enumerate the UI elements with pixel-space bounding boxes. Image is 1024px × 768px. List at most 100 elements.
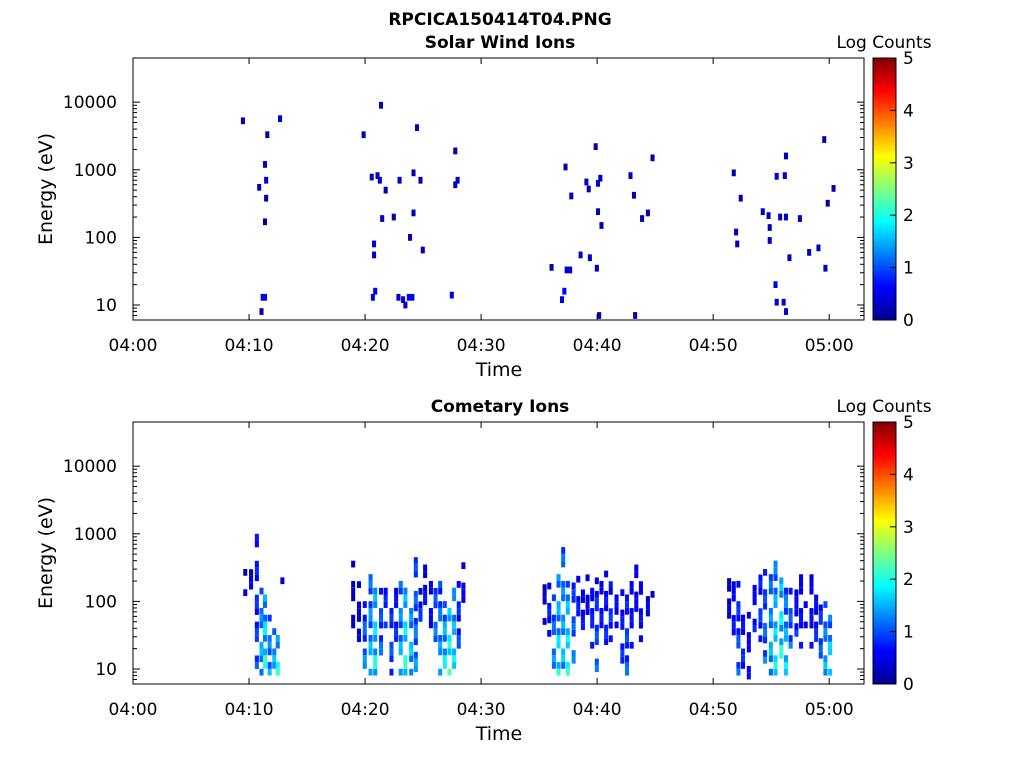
heatmap-cell [731,628,736,636]
heatmap-cell [788,621,793,629]
heatmap-cell [783,634,788,642]
heatmap-cell [413,557,418,564]
heatmap-cell [608,588,613,595]
heatmap-cell [275,641,280,649]
heatmap-cell [272,628,277,635]
x-tick-label: 04:10 [225,336,274,356]
heatmap-cell [380,215,385,222]
heatmap-cell [456,614,461,622]
heatmap-cell [264,176,269,184]
heatmap-cell [823,264,828,272]
heatmap-cell [262,634,268,642]
heatmap-cell [383,621,388,629]
heatmap-cell [580,609,585,617]
heatmap-cell [452,594,457,602]
heatmap-cell [768,641,773,649]
heatmap-cell [571,596,576,603]
heatmap-cell [442,655,447,663]
heatmap-cell [758,574,763,582]
heatmap-cell [823,621,828,629]
heatmap-cell [438,587,443,595]
heatmap-cell [351,594,356,602]
heatmap-cell [262,648,268,656]
heatmap-cell [638,581,643,589]
colorbar-tick-label: 4 [903,465,914,485]
heatmap-cell [403,621,408,629]
heatmap-cell [818,638,823,646]
heatmap-cell [259,614,264,622]
heatmap-cell [453,147,458,155]
heatmap-cell [389,641,394,649]
heatmap-cell [413,624,418,632]
heatmap-cell [604,590,609,598]
heatmap-cell [372,251,377,259]
heatmap-cell [774,298,779,306]
heatmap-cell [594,577,599,585]
heatmap-cell [604,631,609,639]
y-tick-label: 10 [95,660,117,680]
heatmap-cell [398,648,403,656]
heatmap-cells [243,533,833,680]
x-tick-label: 04:30 [457,700,506,720]
heatmap-cell [461,596,466,603]
heatmap-cell [423,584,428,592]
heatmap-cell [556,628,561,635]
heatmap-cell [267,662,272,669]
heatmap-cell [752,618,757,626]
heatmap-cell [262,621,268,629]
heatmap-cell [638,608,643,616]
heatmap-cell [727,605,732,612]
heatmap-cell [394,628,399,636]
heatmap-cell [645,596,650,603]
heatmap-cell [411,209,416,217]
heatmap-cell [418,601,423,609]
heatmap-cell [418,614,423,622]
heatmap-cell [262,594,268,602]
heatmap-cell [593,143,598,151]
heatmap-cell [428,614,433,622]
heatmap-cell [731,621,736,629]
heatmap-cell [398,614,403,622]
heatmap-cell [442,614,447,622]
heatmap-cell [809,574,814,582]
heatmap-cell [561,587,566,595]
heatmap-cell [356,615,362,622]
heatmap-cell [781,298,786,306]
heatmap-cell [736,628,741,635]
heatmap-cell [362,662,367,669]
heatmap-cell [551,628,556,635]
heatmap-cell [620,656,625,664]
heatmap-cell [547,582,552,590]
heatmap-cell [423,571,428,579]
heatmap-cell [809,614,814,622]
heatmap-cell [372,240,377,248]
heatmap-cell [565,634,570,642]
heatmap-cell [599,580,604,588]
heatmap-cell [624,634,630,642]
heatmap-cell [389,655,394,663]
colorbar-tick-label: 1 [903,623,914,643]
heatmap-cell [758,621,763,629]
heatmap-cell [418,176,423,184]
heatmap-cell [413,590,418,598]
heatmap-cell [556,607,561,615]
heatmap-cell [594,665,599,673]
heatmap-cell [398,580,403,588]
heatmap-cell [452,662,457,669]
heatmap-cell [629,641,634,649]
heatmap-cell [375,172,380,179]
heatmap-cell [565,594,570,602]
colorbar-label: Log Counts [836,33,931,53]
heatmap-cell [731,588,736,595]
heatmap-cell [389,648,394,656]
x-tick-label: 05:00 [805,336,854,356]
heatmap-cell [823,662,828,669]
heatmap-cell [389,607,394,615]
heatmap-cell [368,580,373,588]
heatmap-cell [746,638,751,646]
heatmap-cell [373,662,378,669]
heatmap-cell [797,215,802,222]
heatmap-cell [447,648,452,656]
heatmap-cell [452,621,457,629]
heatmap-cell [818,611,823,619]
